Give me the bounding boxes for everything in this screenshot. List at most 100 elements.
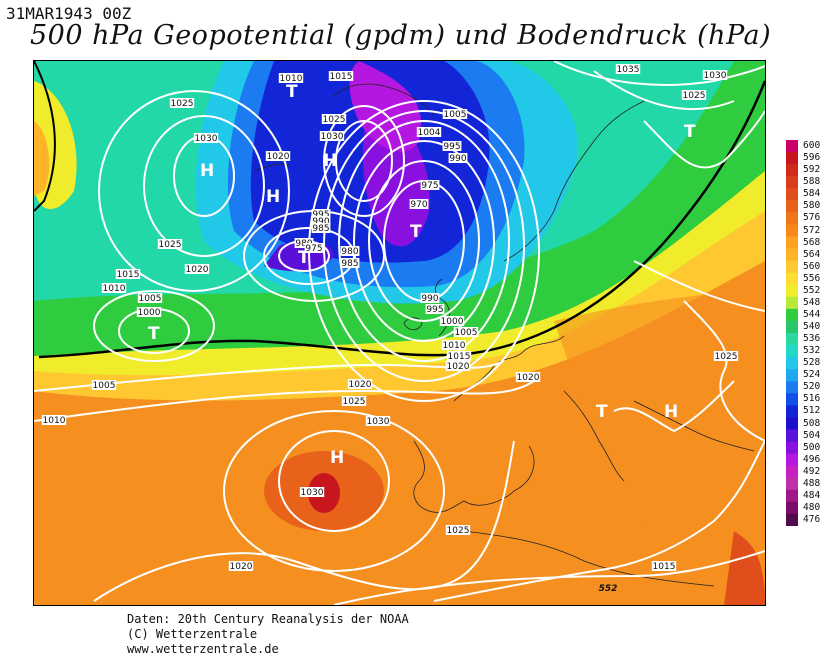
isobar-label-bg	[446, 351, 472, 361]
isobar-label-bg	[294, 238, 314, 248]
contour-552	[38, 80, 765, 359]
isobar-label: 1020	[447, 362, 470, 372]
isobar-label: 1025	[323, 115, 346, 125]
isobar-label: 1000	[138, 308, 161, 318]
isobar-label-bg	[157, 239, 183, 249]
isobar-label: 1015	[653, 562, 676, 572]
colorbar-swatch	[786, 140, 798, 153]
isobar-label-bg	[445, 361, 471, 371]
colorbar-swatch	[786, 320, 798, 334]
isobar-label: 1015	[448, 352, 471, 362]
colorbar-label: 572	[803, 224, 821, 236]
high-symbol: H	[200, 161, 214, 181]
isobar-label-bg	[311, 223, 331, 233]
map-datetime: 31MAR1943 00Z	[6, 4, 132, 23]
isobar-label: 975	[305, 244, 322, 254]
isobar-label-bg	[442, 141, 462, 151]
colorbar-label: 528	[803, 357, 821, 369]
isobar-label: 980	[341, 247, 358, 257]
isobar-label: 980	[295, 239, 312, 249]
colorbar-swatch	[786, 284, 798, 298]
colorbar-swatch	[786, 200, 798, 213]
colorbar-label: 580	[803, 200, 821, 212]
colorbar-swatch	[786, 296, 798, 310]
colorbar-swatch	[786, 236, 798, 250]
field-se-deep	[724, 531, 765, 605]
colorbar-label: 500	[803, 441, 821, 453]
isobar	[338, 120, 510, 362]
isobar-label: 995	[443, 142, 460, 152]
colorbar-swatch	[786, 345, 798, 358]
isobar-label: 1020	[349, 380, 372, 390]
isobar-label-bg	[445, 525, 471, 535]
colorbar-swatch	[786, 152, 798, 165]
isobar-label: 1000	[441, 317, 464, 327]
coastlines	[253, 83, 755, 587]
isobar-label-bg	[278, 73, 304, 83]
colorbar-swatch	[786, 260, 798, 274]
isobar-label: 1025	[343, 397, 366, 407]
high-symbol: H	[266, 187, 280, 207]
isobar-label: 1025	[683, 91, 706, 101]
isobar-label: 995	[312, 210, 329, 220]
colorbar-swatch	[786, 308, 798, 322]
isobar	[683, 300, 765, 442]
colorbar-label: 488	[803, 477, 821, 489]
isobar	[613, 380, 735, 433]
isobar-label: 1030	[704, 71, 727, 81]
weather-map: H H H H H T T T T T T 1010 1015 1025 1030 10…	[33, 60, 766, 606]
colorbar-swatch	[786, 248, 798, 262]
colorbar-label: 476	[803, 514, 821, 525]
africa-coast	[463, 530, 715, 587]
isobar	[143, 115, 265, 257]
isobar	[98, 90, 290, 292]
colorbar-swatch	[786, 224, 798, 237]
colorbar-label: 504	[803, 429, 821, 441]
colorbar-swatch	[786, 176, 798, 189]
isobar-label-bg	[136, 307, 162, 317]
colorbar-label: 548	[803, 296, 821, 308]
colorbar-label: 480	[803, 501, 821, 513]
isobar	[323, 105, 405, 217]
colorbar-swatch	[786, 417, 798, 430]
isobar-label-bg	[340, 258, 360, 268]
isobar-label: 1005	[444, 110, 467, 120]
isobar	[433, 440, 765, 602]
isobar-label-bg	[681, 90, 707, 100]
isobar	[643, 110, 765, 169]
balkans-coast	[633, 400, 755, 452]
isobar-label-bg	[193, 133, 219, 143]
contour-west	[34, 61, 56, 212]
colorbar-label: 492	[803, 465, 821, 477]
isobar-label: 1030	[367, 417, 390, 427]
isobar	[93, 440, 515, 602]
isobar	[335, 120, 393, 202]
colorbar-label: 536	[803, 333, 821, 344]
colorbar-swatch	[786, 513, 798, 527]
low-symbol: T	[684, 122, 696, 142]
colorbar-label: 600	[803, 140, 821, 151]
isobar	[553, 61, 765, 86]
isobar-label-bg	[439, 316, 465, 326]
colorbar-label: 568	[803, 236, 821, 248]
credits-copyright: (C) Wetterzentrale	[127, 627, 258, 641]
isobar-label-bg	[321, 114, 347, 124]
credits: Daten: 20th Century Reanalysis der NOAA …	[127, 612, 409, 657]
isobar-label-bg	[425, 304, 445, 314]
colorbar-label: 540	[803, 321, 821, 332]
isobar-label-bg	[299, 487, 325, 497]
isobar-label-bg	[169, 98, 195, 108]
isobar-label: 990	[312, 217, 329, 227]
isobar-label: 1030	[301, 488, 324, 498]
colorbar-swatch	[786, 477, 798, 491]
colorbar-swatch	[786, 501, 798, 515]
isobar	[34, 380, 535, 422]
isobar-label-bg	[420, 293, 440, 303]
isobar-label: 1025	[171, 99, 194, 109]
scandinavia-coast	[503, 100, 645, 262]
isobar	[353, 140, 495, 342]
colorbar-swatch	[786, 393, 798, 406]
isobar	[278, 430, 390, 532]
isobar-label-bg	[41, 415, 67, 425]
isobar-label-bg	[265, 151, 291, 161]
